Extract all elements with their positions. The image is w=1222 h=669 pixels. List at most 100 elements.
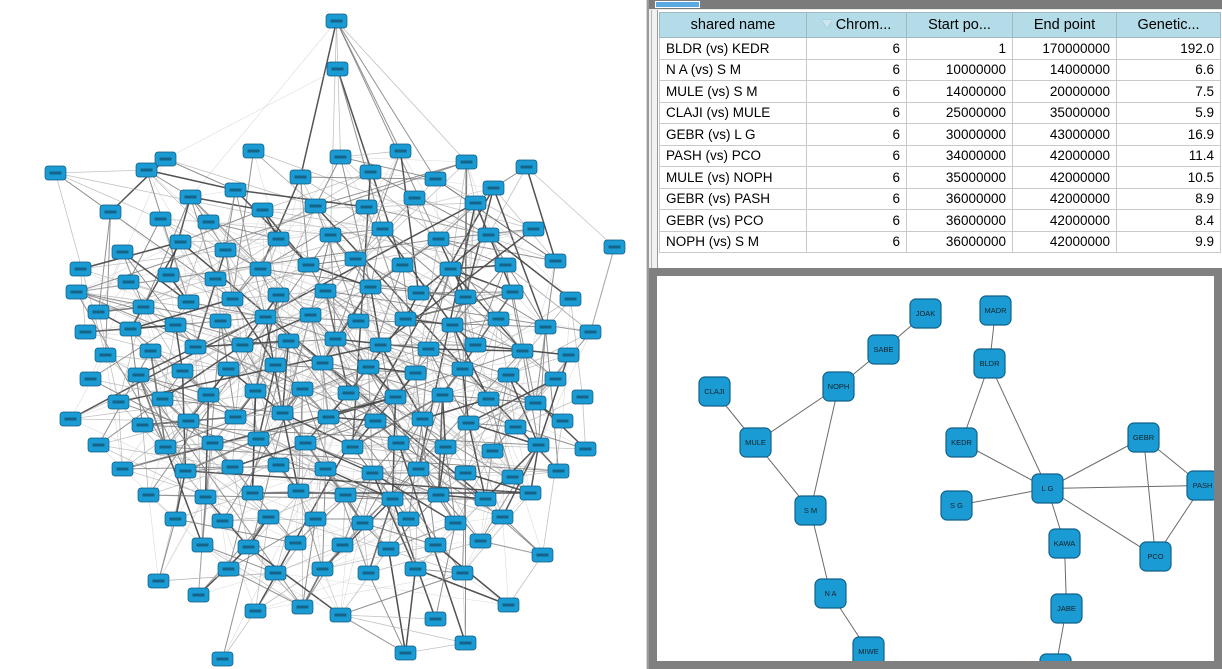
table-cell-end_point[interactable]: 42000000 xyxy=(1013,167,1117,189)
table-cell-start_point[interactable]: 25000000 xyxy=(907,102,1013,124)
table-cell-shared_name[interactable]: BLDR (vs) KEDR xyxy=(659,38,807,60)
tab-fragment[interactable] xyxy=(655,1,700,8)
table-cell-genetic[interactable]: 9.9 xyxy=(1117,231,1221,253)
table-cell-chromosome[interactable]: 6 xyxy=(807,231,907,253)
table-cell-start_point[interactable]: 36000000 xyxy=(907,231,1013,253)
subnetwork-node[interactable]: PCO xyxy=(1139,541,1172,572)
table-cell-genetic[interactable]: 11.4 xyxy=(1117,145,1221,167)
table-cell-chromosome[interactable]: 6 xyxy=(807,124,907,146)
subnetwork-node-shape[interactable] xyxy=(867,334,900,365)
subnetwork-node-shape[interactable] xyxy=(973,348,1006,379)
subnetwork-node-shape[interactable] xyxy=(794,495,827,526)
subnetwork-panel[interactable]: CLAJI MULE NOPH SABE JOAK S M N A MIWE MADR BLDR K… xyxy=(649,268,1222,669)
main-network-panel[interactable] xyxy=(0,0,646,669)
table-cell-genetic[interactable]: 16.9 xyxy=(1117,124,1221,146)
table-cell-chromosome[interactable]: 6 xyxy=(807,210,907,232)
column-header-start-point[interactable]: Start po... xyxy=(907,12,1013,38)
table-cell-chromosome[interactable]: 6 xyxy=(807,59,907,81)
column-header-shared-name[interactable]: shared name xyxy=(659,12,807,38)
subnetwork-edge[interactable] xyxy=(1047,488,1156,557)
subnetwork-node[interactable]: BLDR xyxy=(973,348,1006,379)
table-cell-end_point[interactable]: 20000000 xyxy=(1013,81,1117,103)
table-cell-start_point[interactable]: 36000000 xyxy=(907,188,1013,210)
subnetwork-node[interactable]: MULE xyxy=(739,427,772,458)
table-cell-end_point[interactable]: 42000000 xyxy=(1013,210,1117,232)
subnetwork-node-shape[interactable] xyxy=(739,427,772,458)
table-cell-chromosome[interactable]: 6 xyxy=(807,188,907,210)
subnetwork-node[interactable]: CLAJI xyxy=(698,376,731,407)
subnetwork-node[interactable]: PASH xyxy=(1186,470,1214,501)
subnetwork-node-shape[interactable] xyxy=(1031,473,1064,504)
table-row[interactable]: MULE (vs) S M 6 14000000 20000000 7.5 xyxy=(659,81,1221,103)
subnetwork-node[interactable]: GEBR xyxy=(1127,422,1160,453)
table-cell-chromosome[interactable]: 6 xyxy=(807,102,907,124)
subnetwork-node[interactable]: L G xyxy=(1031,473,1064,504)
table-cell-genetic[interactable]: 8.4 xyxy=(1117,210,1221,232)
subnetwork-node[interactable]: S G xyxy=(940,490,973,521)
subnetwork-node[interactable]: KAWA xyxy=(1048,528,1081,559)
table-cell-end_point[interactable]: 42000000 xyxy=(1013,231,1117,253)
subnetwork-node[interactable]: NOPH xyxy=(822,371,855,402)
subnetwork-node[interactable]: SABE xyxy=(867,334,900,365)
table-cell-genetic[interactable]: 7.5 xyxy=(1117,81,1221,103)
edge-table-panel[interactable]: shared name Chrom... Start po... End poi… xyxy=(649,0,1222,269)
subnetwork-node[interactable]: MIWE xyxy=(852,636,885,661)
subnetwork-node-shape[interactable] xyxy=(979,295,1012,326)
subnetwork-node[interactable]: N A xyxy=(814,578,847,609)
table-cell-start_point[interactable]: 30000000 xyxy=(907,124,1013,146)
subnetwork-canvas[interactable]: CLAJI MULE NOPH SABE JOAK S M N A MIWE MADR BLDR K… xyxy=(657,276,1214,661)
table-cell-genetic[interactable]: 192.0 xyxy=(1117,38,1221,60)
table-cell-start_point[interactable]: 14000000 xyxy=(907,81,1013,103)
subnetwork-node-shape[interactable] xyxy=(1127,422,1160,453)
table-cell-start_point[interactable]: 10000000 xyxy=(907,59,1013,81)
table-body[interactable]: BLDR (vs) KEDR 6 1 170000000 192.0 N A (vs) S… xyxy=(659,38,1221,253)
main-network-canvas[interactable] xyxy=(0,0,646,669)
table-container[interactable]: shared name Chrom... Start po... End poi… xyxy=(649,9,1222,269)
subnetwork-node-shape[interactable] xyxy=(1139,541,1172,572)
subnetwork-node-shape[interactable] xyxy=(1050,593,1083,624)
table-cell-shared_name[interactable]: CLAJI (vs) MULE xyxy=(659,102,807,124)
table-cell-chromosome[interactable]: 6 xyxy=(807,167,907,189)
table-cell-genetic[interactable]: 5.9 xyxy=(1117,102,1221,124)
subnetwork-node-shape[interactable] xyxy=(1039,653,1072,661)
table-row[interactable]: MULE (vs) NOPH 6 35000000 42000000 10.5 xyxy=(659,167,1221,189)
table-cell-shared_name[interactable]: MULE (vs) NOPH xyxy=(659,167,807,189)
table-row[interactable]: CLAJI (vs) MULE 6 25000000 35000000 5.9 xyxy=(659,102,1221,124)
subnetwork-edge[interactable] xyxy=(1143,437,1156,557)
table-cell-shared_name[interactable]: GEBR (vs) PCO xyxy=(659,210,807,232)
subnetwork-node[interactable]: KEDR xyxy=(945,427,978,458)
subnetwork-edge[interactable] xyxy=(989,363,1048,489)
subnetwork-canvas-area[interactable]: CLAJI MULE NOPH SABE JOAK S M N A MIWE MADR BLDR K… xyxy=(657,276,1214,661)
table-cell-chromosome[interactable]: 6 xyxy=(807,145,907,167)
table-cell-shared_name[interactable]: MULE (vs) S M xyxy=(659,81,807,103)
subnetwork-edge[interactable] xyxy=(1047,485,1203,489)
table-cell-start_point[interactable]: 35000000 xyxy=(907,167,1013,189)
table-row[interactable]: GEBR (vs) L G 6 30000000 43000000 16.9 xyxy=(659,124,1221,146)
table-cell-start_point[interactable]: 1 xyxy=(907,38,1013,60)
table-cell-shared_name[interactable]: NOPH (vs) S M xyxy=(659,231,807,253)
table-cell-chromosome[interactable]: 6 xyxy=(807,81,907,103)
table-cell-start_point[interactable]: 34000000 xyxy=(907,145,1013,167)
column-header-end-point[interactable]: End point xyxy=(1013,12,1117,38)
column-header-chromosome[interactable]: Chrom... xyxy=(807,12,907,38)
subnetwork-node[interactable]: S M xyxy=(794,495,827,526)
table-row[interactable]: NOPH (vs) S M 6 36000000 42000000 9.9 xyxy=(659,231,1221,253)
subnetwork-node-shape[interactable] xyxy=(1048,528,1081,559)
table-row[interactable]: N A (vs) S M 6 10000000 14000000 6.6 xyxy=(659,59,1221,81)
table-cell-genetic[interactable]: 6.6 xyxy=(1117,59,1221,81)
main-network-nodes[interactable] xyxy=(44,13,626,667)
table-cell-shared_name[interactable]: GEBR (vs) L G xyxy=(659,124,807,146)
table-cell-end_point[interactable]: 14000000 xyxy=(1013,59,1117,81)
table-cell-genetic[interactable]: 8.9 xyxy=(1117,188,1221,210)
subnetwork-edge[interactable] xyxy=(810,386,839,511)
table-row[interactable]: BLDR (vs) KEDR 6 1 170000000 192.0 xyxy=(659,38,1221,60)
table-cell-end_point[interactable]: 170000000 xyxy=(1013,38,1117,60)
table-cell-end_point[interactable]: 35000000 xyxy=(1013,102,1117,124)
subnetwork-node[interactable]: JABE xyxy=(1050,593,1083,624)
table-cell-shared_name[interactable]: GEBR (vs) PASH xyxy=(659,188,807,210)
table-cell-shared_name[interactable]: PASH (vs) PCO xyxy=(659,145,807,167)
subnetwork-node[interactable]: MADR xyxy=(979,295,1012,326)
table-cell-genetic[interactable]: 10.5 xyxy=(1117,167,1221,189)
column-header-genetic[interactable]: Genetic... xyxy=(1117,12,1221,38)
subnetwork-node[interactable]: ALMCH xyxy=(1039,653,1072,661)
